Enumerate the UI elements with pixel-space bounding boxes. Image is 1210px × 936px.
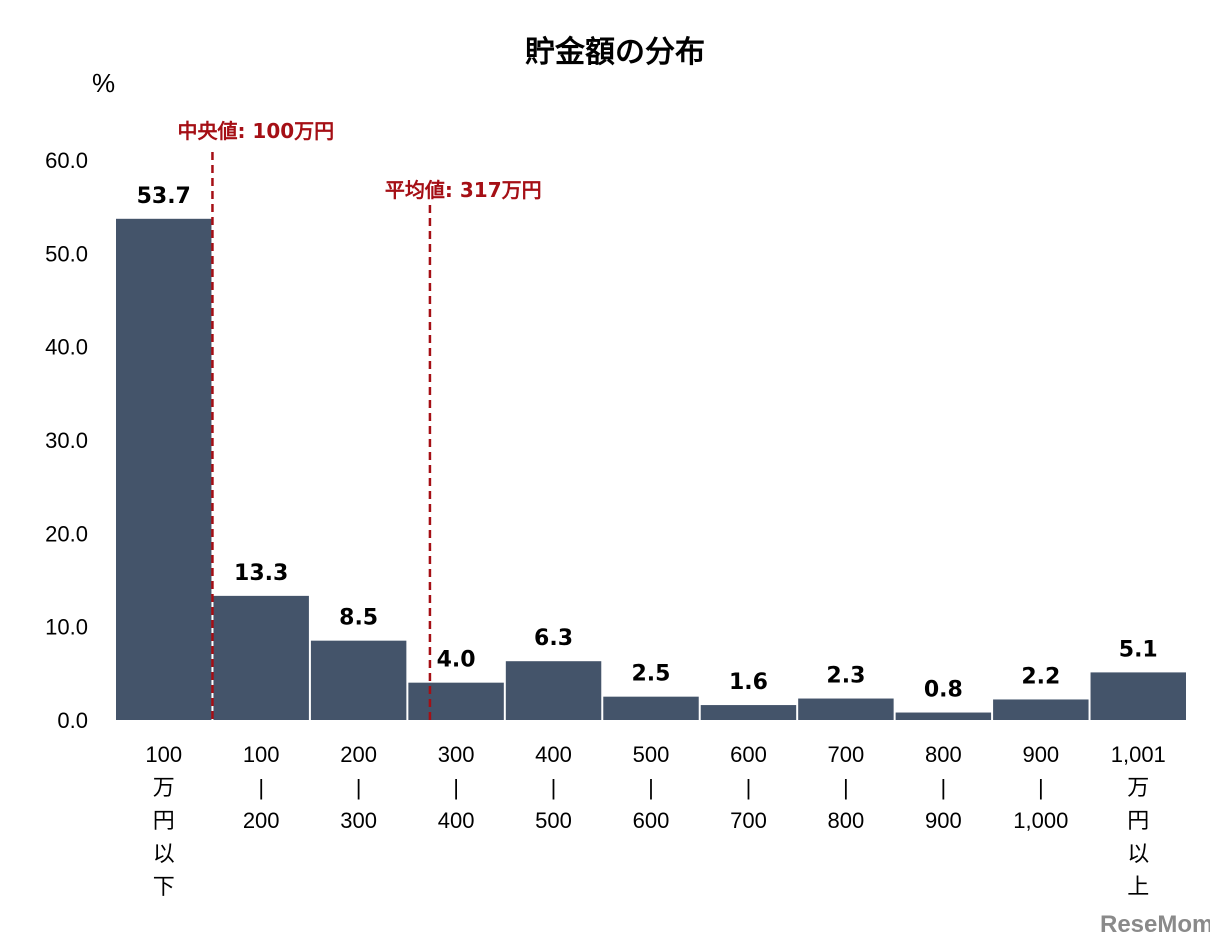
x-tick-label-line: 700 (828, 742, 865, 767)
x-tick-label-line: 800 (828, 808, 865, 833)
x-tick-label-line: 以 (1127, 841, 1149, 866)
x-tick-label-line: 100 (145, 742, 182, 767)
y-tick-label: 20.0 (45, 521, 88, 546)
x-tick-label-line: 200 (340, 742, 377, 767)
x-tick-label-line: 900 (1022, 742, 1059, 767)
data-label: 2.5 (632, 662, 671, 687)
data-label: 6.3 (534, 626, 573, 651)
x-tick-label-line: 500 (633, 742, 670, 767)
bar (1090, 672, 1186, 720)
bar (603, 696, 699, 720)
x-tick-label: 600 | 700 (730, 742, 767, 833)
bar (993, 699, 1089, 720)
x-tick-label: 900 | 1,000 (1013, 742, 1068, 833)
data-label: 13.3 (234, 561, 288, 586)
x-tick-label-line: 200 (243, 808, 280, 833)
bar (408, 682, 504, 720)
bar (116, 218, 212, 721)
bar (798, 698, 894, 720)
x-tick-label-line: 1,001 (1111, 742, 1166, 767)
y-tick-label: 10.0 (45, 615, 88, 640)
x-tick-label-line: 円 (1127, 808, 1149, 833)
x-tick-label-line: 700 (730, 808, 767, 833)
watermark-logo: ReseMom (1100, 911, 1210, 936)
data-label: 2.3 (826, 664, 865, 689)
annotation-label: 平均値: 317万円 (385, 178, 542, 202)
x-tick-label: 700 | 800 (828, 742, 865, 833)
x-tick-label-line: 下 (153, 874, 175, 899)
x-tick-label-line: 800 (925, 742, 962, 767)
x-tick-label-line: | (648, 775, 654, 800)
x-tick-label-line: 100 (243, 742, 280, 767)
y-axis-label: % (92, 68, 115, 98)
x-tick-label-line: 円 (153, 808, 175, 833)
y-tick-label: 60.0 (45, 148, 88, 173)
x-tick-label: 800 | 900 (925, 742, 962, 833)
chart-title: 貯金額の分布 (525, 35, 705, 70)
x-tick-label-line: | (356, 775, 362, 800)
x-tick-label: 400 | 500 (535, 742, 572, 833)
y-tick-label: 30.0 (45, 428, 88, 453)
data-label: 2.2 (1021, 664, 1060, 689)
x-tick-label-line: | (941, 775, 947, 800)
x-tick-label: 300 | 400 (438, 742, 475, 833)
annotation-label: 中央値: 100万円 (177, 119, 334, 143)
data-label: 5.1 (1119, 637, 1158, 662)
bar (310, 640, 407, 720)
x-tick-label-line: 300 (340, 808, 377, 833)
data-label: 0.8 (924, 678, 963, 703)
x-tick-label-line: 300 (438, 742, 475, 767)
x-tick-label: 200 | 300 (340, 742, 377, 833)
bar (700, 705, 797, 720)
x-tick-label-line: | (843, 775, 849, 800)
x-tick-label-line: 万 (153, 775, 175, 800)
bar (895, 712, 992, 720)
x-tick-label-line: 400 (438, 808, 475, 833)
y-tick-label: 50.0 (45, 241, 88, 266)
x-tick-label-line: | (1038, 775, 1044, 800)
bar (505, 661, 602, 720)
x-tick-label-line: 400 (535, 742, 572, 767)
x-tick-label-line: 500 (535, 808, 572, 833)
x-tick-label: 500 | 600 (633, 742, 670, 833)
x-tick-label-line: 上 (1127, 874, 1149, 899)
data-label: 8.5 (339, 606, 378, 631)
x-tick-label-line: 600 (633, 808, 670, 833)
x-tick-label-line: | (453, 775, 459, 800)
data-label: 53.7 (137, 184, 191, 209)
x-tick-label-line: 1,000 (1013, 808, 1068, 833)
x-tick-label-line: | (746, 775, 752, 800)
x-tick-label-line: 以 (153, 841, 175, 866)
x-tick-label-line: 900 (925, 808, 962, 833)
bar (213, 595, 309, 720)
y-tick-label: 0.0 (57, 708, 88, 733)
data-label: 4.0 (437, 648, 476, 673)
y-tick-label: 40.0 (45, 335, 88, 360)
x-tick-label-line: 600 (730, 742, 767, 767)
data-label: 1.6 (729, 670, 768, 695)
x-tick-label-line: | (258, 775, 264, 800)
x-tick-label-line: | (551, 775, 557, 800)
x-tick-label: 100 | 200 (243, 742, 280, 833)
x-tick-label-line: 万 (1127, 775, 1149, 800)
